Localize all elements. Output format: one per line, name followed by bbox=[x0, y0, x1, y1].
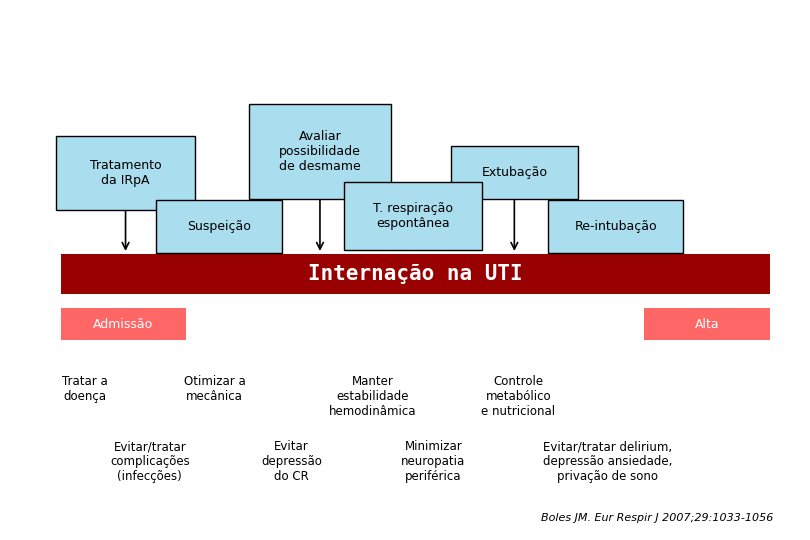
Text: Otimizar a
mecânica: Otimizar a mecânica bbox=[184, 375, 245, 403]
Text: Manter
estabilidade
hemodinâmica: Manter estabilidade hemodinâmica bbox=[329, 375, 416, 418]
Text: Minimizar
neuropatia
periférica: Minimizar neuropatia periférica bbox=[401, 440, 466, 483]
FancyBboxPatch shape bbox=[156, 200, 282, 253]
Text: Boles JM. Eur Respir J 2007;29:1033-1056: Boles JM. Eur Respir J 2007;29:1033-1056 bbox=[541, 512, 774, 523]
Text: Evitar/tratar delirium,
depressão ansiedade,
privação de sono: Evitar/tratar delirium, depressão ansied… bbox=[543, 440, 672, 483]
Text: Internação na UTI: Internação na UTI bbox=[308, 264, 522, 284]
Text: Tratamento
da IRpA: Tratamento da IRpA bbox=[90, 159, 161, 187]
FancyBboxPatch shape bbox=[249, 104, 391, 199]
Text: Admissão: Admissão bbox=[93, 318, 154, 330]
Text: Suspeição: Suspeição bbox=[187, 220, 250, 233]
Text: Evitar/tratar
complicações
(infecções): Evitar/tratar complicações (infecções) bbox=[110, 440, 190, 483]
Text: Alta: Alta bbox=[694, 318, 719, 330]
Text: Evitar
depressão
do CR: Evitar depressão do CR bbox=[261, 440, 322, 483]
FancyBboxPatch shape bbox=[644, 308, 770, 340]
Text: Re-intubação: Re-intubação bbox=[574, 220, 657, 233]
Text: Avaliar
possibilidade
de desmame: Avaliar possibilidade de desmame bbox=[279, 130, 361, 173]
FancyBboxPatch shape bbox=[548, 200, 683, 253]
Text: T. respiração
espontânea: T. respiração espontânea bbox=[373, 202, 453, 230]
FancyBboxPatch shape bbox=[343, 182, 482, 250]
FancyBboxPatch shape bbox=[61, 308, 186, 340]
FancyBboxPatch shape bbox=[61, 254, 770, 294]
Text: Controle
metabólico
e nutricional: Controle metabólico e nutricional bbox=[481, 375, 556, 418]
FancyBboxPatch shape bbox=[57, 136, 194, 210]
Text: Extubação: Extubação bbox=[481, 166, 548, 179]
FancyBboxPatch shape bbox=[451, 146, 578, 199]
Text: Tratar a
doença: Tratar a doença bbox=[62, 375, 108, 403]
